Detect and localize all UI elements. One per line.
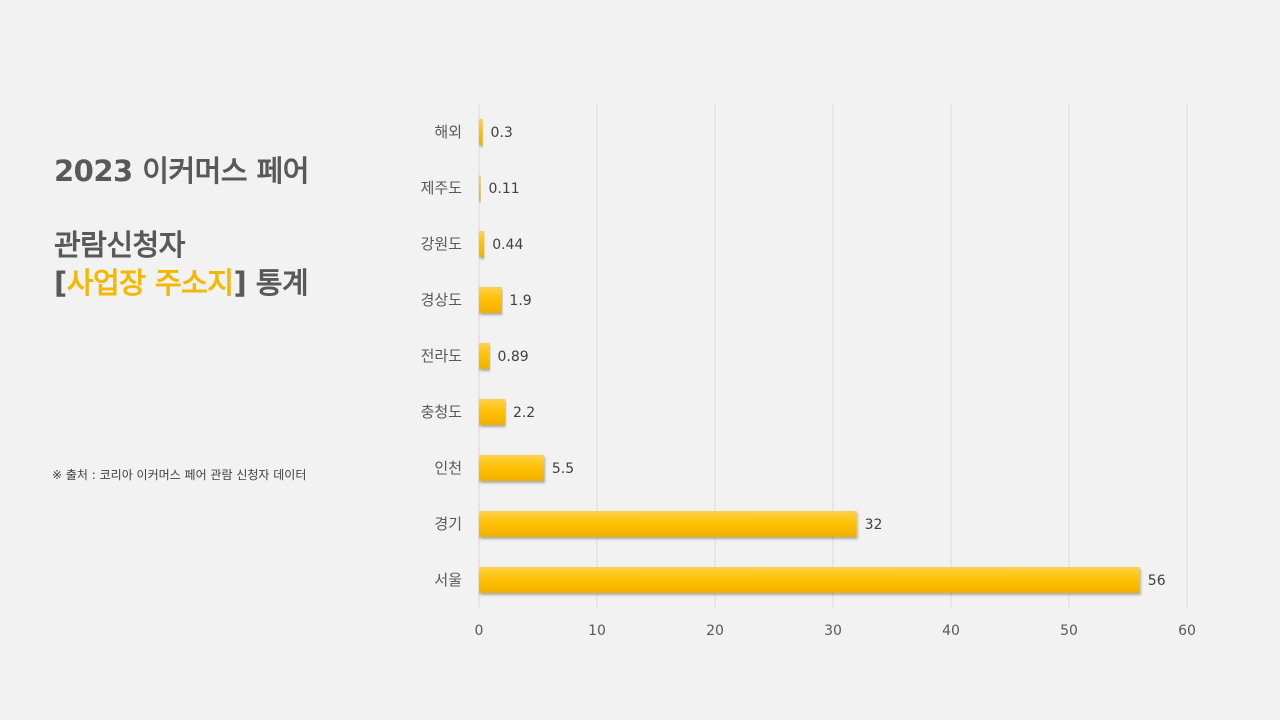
bar-2 xyxy=(479,231,485,257)
x-tick-label-1: 10 xyxy=(588,623,606,639)
value-label-3: 1.9 xyxy=(509,293,531,309)
value-label-4: 0.89 xyxy=(498,349,529,365)
x-tick-label-0: 0 xyxy=(475,623,484,639)
title-bracket-open: [ xyxy=(54,266,67,300)
bar-6 xyxy=(479,455,544,481)
value-label-6: 5.5 xyxy=(552,461,574,477)
title-suffix: ] 통계 xyxy=(233,266,309,300)
label-layer: 0 10 20 30 40 50 60 해외 0.3 제주도 0.11 강원도 0.44 경상도 1.9 전라… xyxy=(421,123,1196,639)
category-label-0: 해외 xyxy=(434,123,462,141)
category-label-1: 제주도 xyxy=(421,179,463,197)
x-tick-label-3: 30 xyxy=(824,623,842,639)
value-label-5: 2.2 xyxy=(513,405,535,421)
title-highlight: 사업장 주소지 xyxy=(66,266,234,300)
value-label-2: 0.44 xyxy=(492,237,523,253)
value-label-0: 0.3 xyxy=(491,125,513,141)
category-label-8: 서울 xyxy=(434,571,462,589)
category-label-4: 전라도 xyxy=(421,347,463,365)
bar-layer xyxy=(479,119,1140,593)
title-line-1: 2023 이커머스 페어 xyxy=(54,154,310,188)
category-label-6: 인천 xyxy=(434,459,462,477)
x-tick-label-4: 40 xyxy=(942,623,960,639)
x-tick-label-6: 60 xyxy=(1178,623,1196,639)
title-line-3: [사업장 주소지] 통계 xyxy=(54,264,309,302)
title-line-2: 관람신청자 xyxy=(54,228,185,262)
x-tick-label-2: 20 xyxy=(706,623,724,639)
value-label-1: 0.11 xyxy=(489,181,520,197)
category-label-5: 충청도 xyxy=(421,403,463,421)
value-label-7: 32 xyxy=(865,517,883,533)
bar-8 xyxy=(479,567,1140,593)
bar-5 xyxy=(479,399,505,425)
source-note: ※ 출처 : 코리아 이커머스 페어 관람 신청자 데이터 xyxy=(52,468,307,482)
bar-4 xyxy=(479,343,490,369)
bar-0 xyxy=(479,119,483,145)
category-label-7: 경기 xyxy=(434,515,462,533)
category-label-2: 강원도 xyxy=(421,235,463,253)
bar-1 xyxy=(479,175,481,201)
x-tick-label-5: 50 xyxy=(1060,623,1078,639)
value-label-8: 56 xyxy=(1148,573,1166,589)
category-label-3: 경상도 xyxy=(421,291,463,309)
bar-3 xyxy=(479,287,502,313)
title-block: 2023 이커머스 페어 관람신청자 [사업장 주소지] 통계 xyxy=(54,152,310,302)
bar-7 xyxy=(479,511,857,537)
